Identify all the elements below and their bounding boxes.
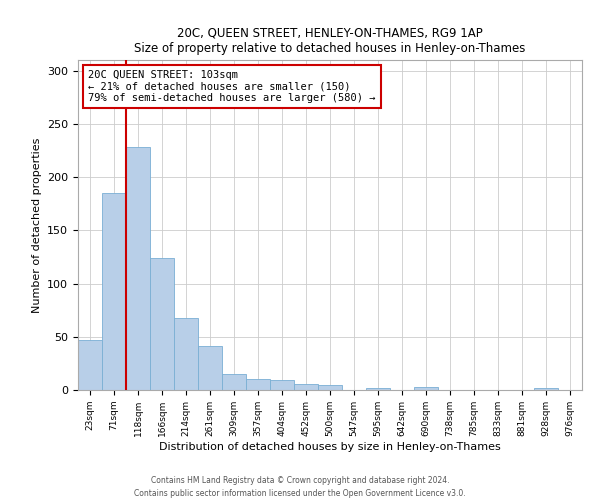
Bar <box>150 258 174 390</box>
Bar <box>414 387 438 390</box>
Bar <box>246 380 270 390</box>
Y-axis label: Number of detached properties: Number of detached properties <box>32 138 41 312</box>
Bar <box>102 193 126 390</box>
Bar <box>294 384 318 390</box>
Bar <box>270 380 294 390</box>
X-axis label: Distribution of detached houses by size in Henley-on-Thames: Distribution of detached houses by size … <box>159 442 501 452</box>
Bar <box>78 340 102 390</box>
Bar <box>174 318 198 390</box>
Bar <box>366 388 390 390</box>
Bar <box>222 374 246 390</box>
Title: 20C, QUEEN STREET, HENLEY-ON-THAMES, RG9 1AP
Size of property relative to detach: 20C, QUEEN STREET, HENLEY-ON-THAMES, RG9… <box>134 26 526 54</box>
Bar <box>198 346 222 390</box>
Bar <box>318 384 342 390</box>
Text: Contains HM Land Registry data © Crown copyright and database right 2024.
Contai: Contains HM Land Registry data © Crown c… <box>134 476 466 498</box>
Text: 20C QUEEN STREET: 103sqm
← 21% of detached houses are smaller (150)
79% of semi-: 20C QUEEN STREET: 103sqm ← 21% of detach… <box>88 70 376 103</box>
Bar <box>534 388 558 390</box>
Bar <box>126 148 150 390</box>
